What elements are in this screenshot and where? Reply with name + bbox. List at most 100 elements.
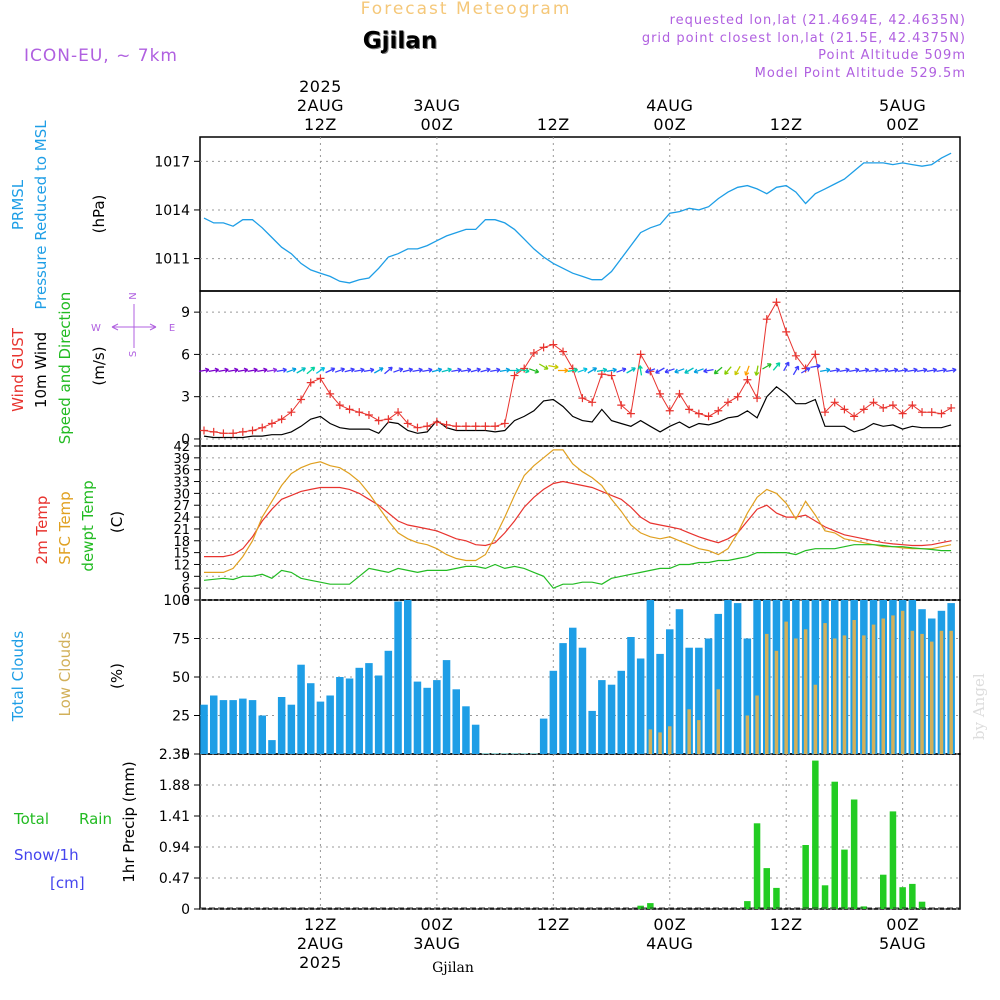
total-cloud-bar — [733, 603, 742, 754]
low-cloud-bar — [871, 624, 876, 754]
total-cloud-bar — [559, 643, 567, 754]
gust-point — [316, 374, 325, 383]
y-tick-label: 24 — [173, 511, 190, 526]
gust-point — [471, 422, 480, 431]
total-cloud-bar — [219, 700, 228, 754]
wind-direction-arrow — [325, 367, 336, 374]
low-cloud-bar — [881, 618, 885, 754]
total-cloud-bar — [549, 670, 558, 754]
total-cloud-bar — [287, 704, 296, 754]
gust-point — [326, 389, 335, 398]
wind-direction-arrow — [470, 367, 481, 373]
low-cloud-bar — [862, 635, 866, 754]
compass-w-arrow — [111, 323, 119, 331]
gust-point — [442, 420, 451, 429]
gust-point — [403, 419, 412, 428]
wind-direction-arrow — [916, 367, 928, 373]
gust-point — [782, 327, 791, 336]
total-cloud-bar — [675, 609, 684, 754]
wind-direction-arrow — [734, 365, 741, 376]
wind-direction-arrow — [655, 367, 665, 374]
gust-point — [432, 418, 441, 427]
wind-direction-arrow — [724, 366, 732, 375]
total-cloud-bar — [345, 678, 354, 754]
wind-direction-arrow — [480, 367, 491, 373]
total-cloud-bar — [258, 715, 266, 754]
y-tick-label: 6 — [182, 582, 190, 597]
wind-direction-arrow — [490, 367, 501, 373]
total-cloud-bar — [617, 670, 625, 754]
gust-point — [918, 408, 927, 417]
low-cloud-bar — [949, 630, 953, 754]
wind-direction-arrow — [451, 367, 462, 373]
wind-direction-arrow — [800, 367, 811, 374]
gust-point — [481, 422, 490, 431]
top-time-label: 00Z — [886, 115, 919, 134]
wind-direction-arrow — [412, 367, 423, 373]
bottom-time-label: 5AUG — [879, 934, 926, 953]
top-time-label: 3AUG — [413, 96, 460, 115]
wind-direction-arrow — [363, 367, 375, 373]
gust-point — [714, 406, 723, 415]
pressure-labels: PRMSL Pressure Reduced to MSL (hPa) — [9, 120, 108, 310]
gust-point — [927, 408, 936, 417]
gust-point — [937, 409, 946, 418]
y-tick-label: 2.35 — [159, 747, 190, 763]
panel-0: 1011 1014 1017 — [154, 136, 961, 292]
bottom-time-label: 12Z — [304, 915, 337, 934]
wind-direction-arrow — [577, 367, 588, 373]
total-cloud-bar — [413, 681, 422, 754]
low-cloud-bar — [842, 635, 847, 754]
bottom-time-label: 2AUG — [297, 934, 344, 953]
compass-icon: N S W E — [91, 292, 175, 357]
gust-point — [267, 419, 276, 428]
y-tick-label: 3 — [182, 594, 190, 609]
total-cloud-bar — [248, 700, 257, 754]
wind-direction-arrow — [606, 367, 617, 373]
low-cloud-bar — [813, 684, 818, 754]
low-cloud-bar — [891, 615, 895, 754]
gust-point — [723, 398, 732, 407]
wind-direction-arrow — [334, 367, 346, 373]
total-cloud-bar — [355, 667, 363, 754]
gust-point — [394, 408, 403, 417]
wind-direction-arrow — [296, 367, 306, 374]
wind-direction-arrow — [528, 368, 540, 374]
gust-point — [840, 405, 849, 414]
wind-label-dir: Speed and Direction — [56, 292, 74, 445]
wind-direction-arrow — [664, 368, 675, 374]
wind-direction-arrow — [558, 367, 569, 374]
gust-point — [772, 298, 781, 307]
precip-label-snow: Snow/1h — [14, 846, 79, 864]
gust-point — [539, 343, 548, 352]
cloud-label-total: Total Clouds — [9, 631, 27, 723]
y-tick-label: 1.41 — [159, 809, 190, 825]
bottom-time-label: 12Z — [770, 915, 803, 934]
precip-label-rain: Rain — [79, 810, 112, 828]
precip-bar — [773, 887, 780, 909]
gust-point — [258, 423, 267, 432]
low-cloud-bar — [794, 638, 798, 754]
wind-direction-arrow — [839, 367, 850, 373]
gust-point — [850, 412, 859, 421]
y-tick-label: 36 — [173, 464, 190, 479]
precip-label-total: Total — [13, 810, 49, 828]
temp-label-sfc: SFC Temp — [56, 491, 74, 564]
total-cloud-bar — [423, 687, 431, 754]
low-cloud-bar — [920, 633, 924, 754]
total-cloud-bar — [636, 658, 645, 754]
pressure-unit: (hPa) — [90, 195, 108, 234]
temp-unit: (C) — [108, 511, 126, 533]
wind-direction-arrow — [703, 368, 714, 374]
y-tick-label: 21 — [173, 523, 190, 538]
wind-direction-arrow — [762, 363, 772, 370]
product-title: Forecast Meteogram — [361, 0, 572, 19]
precip-bar — [647, 903, 654, 909]
y-tick-label: 33 — [173, 476, 190, 491]
wind-direction-arrow — [286, 367, 297, 373]
total-cloud-bar — [685, 647, 693, 754]
wind-labels: Wind GUST 10m Wind Speed and Direction (… — [9, 292, 175, 445]
total-cloud-bar — [666, 629, 674, 754]
cloud-labels: Total Clouds Low Clouds (%) — [9, 631, 126, 723]
